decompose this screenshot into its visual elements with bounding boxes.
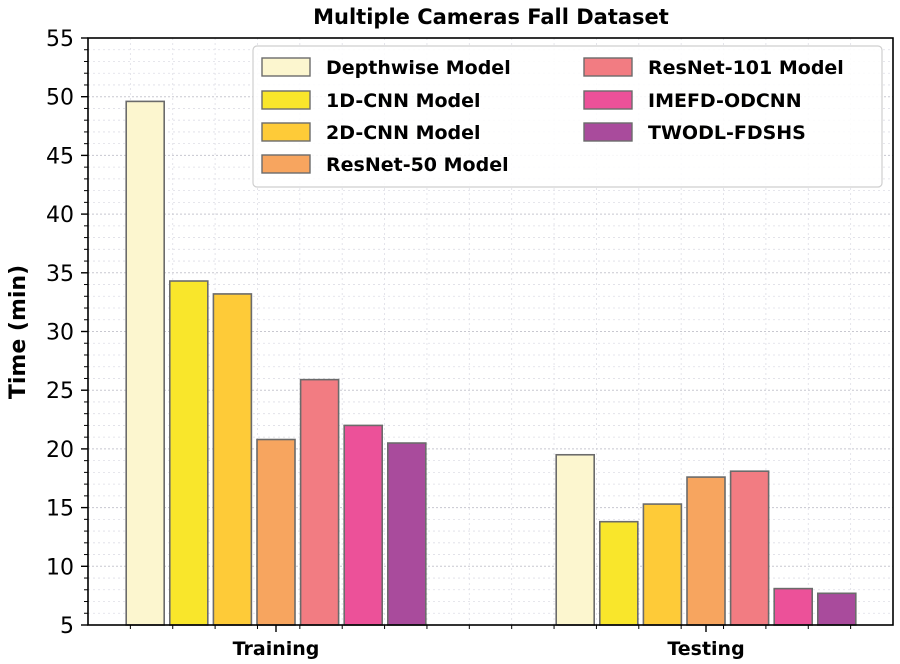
legend-label: ResNet-101 Model (648, 57, 844, 79)
y-tick-label: 45 (46, 144, 74, 169)
bar (598, 520, 639, 626)
y-axis-label: Time (min) (6, 265, 31, 399)
legend: Depthwise Model 1D-CNN Model 2D-CNN Model R… (252, 45, 883, 188)
x-tick-label: Training (233, 638, 320, 660)
legend-swatch (261, 90, 311, 110)
legend-label: ResNet-50 Model (326, 154, 509, 176)
bar (256, 438, 296, 626)
bar (555, 453, 596, 626)
y-tick-label: 40 (46, 203, 74, 228)
y-tick-label: 10 (46, 555, 74, 580)
chart-title: Multiple Cameras Fall Dataset (313, 5, 669, 29)
y-tick-label: 50 (46, 86, 74, 111)
legend-swatch (583, 57, 633, 77)
legend-box (252, 45, 883, 188)
legend-swatch (583, 90, 633, 110)
bar (125, 100, 165, 626)
bar (299, 378, 340, 626)
bar (212, 293, 253, 626)
x-ticks: Training Testing (129, 625, 852, 660)
legend-label: IMEFD-ODCNN (648, 90, 802, 112)
x-tick-label: Testing (667, 638, 744, 660)
y-tick-label: 25 (46, 379, 74, 404)
y-tick-label: 5 (60, 614, 74, 639)
bars (125, 100, 857, 626)
bar (386, 442, 427, 626)
legend-swatch (261, 122, 311, 142)
legend-label: TWODL-FDSHS (648, 122, 806, 144)
legend-label: 1D-CNN Model (326, 90, 481, 112)
legend-swatch (583, 122, 633, 142)
y-tick-label: 35 (46, 262, 74, 287)
bar (169, 280, 209, 626)
y-tick-label: 30 (46, 321, 74, 346)
bar (642, 503, 683, 626)
y-ticks: 5 10 15 20 25 30 35 40 45 50 55 (46, 27, 88, 639)
legend-label: Depthwise Model (326, 57, 511, 79)
bar (343, 424, 384, 626)
bar (773, 587, 814, 626)
legend-label: 2D-CNN Model (326, 122, 481, 144)
legend-swatch (261, 57, 311, 77)
bar (686, 476, 726, 626)
y-tick-label: 15 (46, 497, 74, 522)
legend-swatch (261, 154, 311, 174)
y-tick-label: 55 (46, 27, 74, 52)
bar (816, 592, 857, 626)
bar (729, 470, 770, 626)
y-tick-label: 20 (46, 438, 74, 463)
